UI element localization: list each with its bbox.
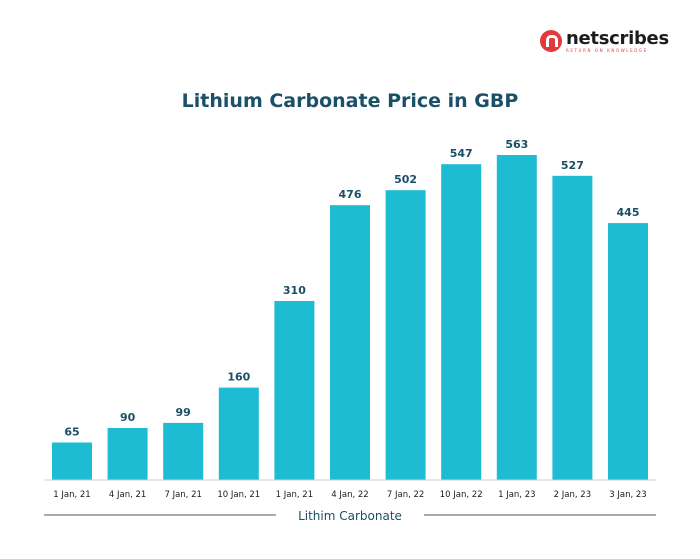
data-label-10: 445 xyxy=(617,206,640,219)
data-label-5: 476 xyxy=(339,188,362,201)
data-label-6: 502 xyxy=(394,173,417,186)
bar-10 xyxy=(608,223,648,480)
bar-7 xyxy=(441,164,482,480)
x-tick-label-3: 10 Jan, 21 xyxy=(217,490,260,500)
data-label-7: 547 xyxy=(450,147,473,160)
x-axis-label: Lithim Carbonate xyxy=(298,509,402,523)
chart-title: Lithium Carbonate Price in GBP xyxy=(181,90,519,112)
bar-2 xyxy=(163,422,204,480)
x-tick-label-4: 1 Jan, 21 xyxy=(276,490,313,500)
x-tick-label-1: 4 Jan, 21 xyxy=(109,490,146,500)
data-label-3: 160 xyxy=(227,371,250,384)
bar-4 xyxy=(274,301,315,480)
x-tick-label-2: 7 Jan, 21 xyxy=(164,490,201,500)
bar-9 xyxy=(552,175,593,481)
x-tick-label-7: 10 Jan, 22 xyxy=(440,490,483,500)
brand-logo-icon xyxy=(540,30,562,52)
data-label-9: 527 xyxy=(561,159,584,172)
x-tick-label-9: 2 Jan, 23 xyxy=(554,490,591,500)
x-tick-label-5: 4 Jan, 22 xyxy=(331,490,368,500)
bar-6 xyxy=(385,190,426,480)
x-tick-label-8: 1 Jan, 23 xyxy=(498,490,535,500)
brand-name: netscribes xyxy=(566,27,669,49)
x-tick-label-10: 3 Jan, 23 xyxy=(609,490,646,500)
bar-8 xyxy=(496,155,537,480)
brand-tagline: RETURN ON KNOWLEDGE xyxy=(566,47,648,53)
data-label-4: 310 xyxy=(283,284,306,297)
data-label-2: 99 xyxy=(176,406,191,419)
brand-logo: netscribes RETURN ON KNOWLEDGE xyxy=(540,28,670,54)
bar-1 xyxy=(107,428,148,480)
bar-3 xyxy=(218,387,259,480)
brand-logo-text: netscribes RETURN ON KNOWLEDGE xyxy=(566,27,669,53)
data-label-8: 563 xyxy=(505,138,528,151)
data-label-1: 90 xyxy=(120,411,136,424)
data-label-0: 65 xyxy=(64,426,79,439)
bar-5 xyxy=(330,205,370,480)
x-tick-label-0: 1 Jan, 21 xyxy=(53,490,90,500)
x-tick-label-6: 7 Jan, 22 xyxy=(387,490,424,500)
bar-0 xyxy=(52,442,92,480)
